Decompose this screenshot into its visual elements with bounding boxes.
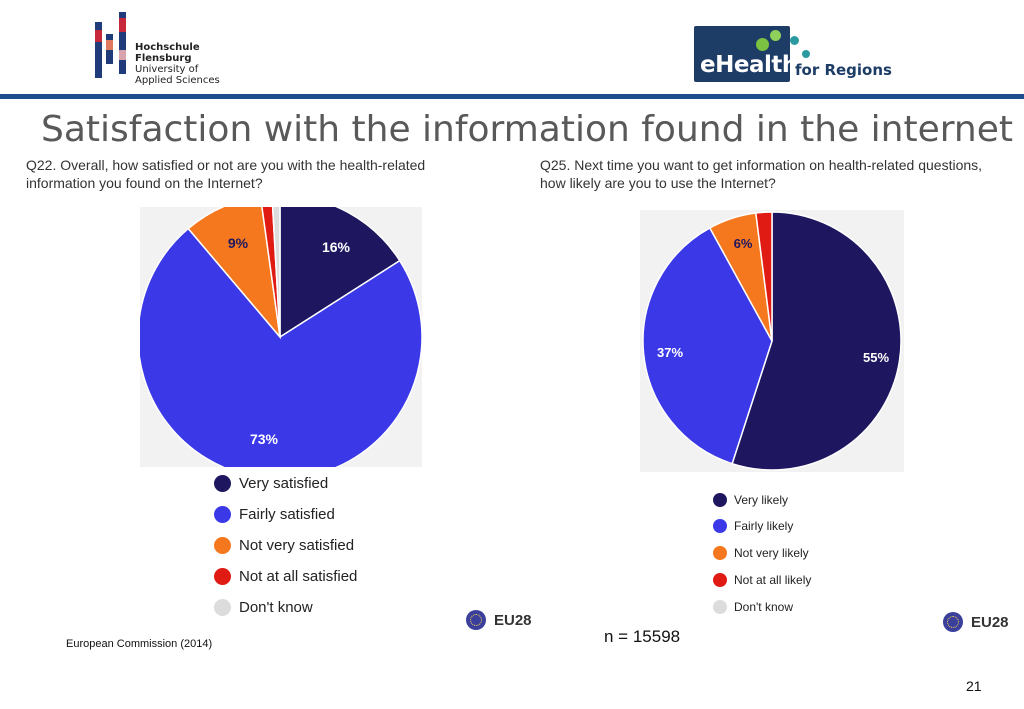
chart-2-question-line: Q25. Next time you want to get informati… <box>540 157 983 173</box>
page-number: 21 <box>966 678 982 694</box>
legend-label: Not very likely <box>734 546 809 560</box>
pie-slice-not-at-all-likely <box>754 211 773 342</box>
legend-item: Very satisfied <box>214 475 328 492</box>
chart-1-legend: Very satisfied Fairly satisfied Not very… <box>214 475 414 625</box>
legend-swatch <box>214 537 231 554</box>
chart-1-pie: 16% 73% 9% <box>140 207 422 467</box>
pie-slice-fairly-likely <box>642 226 773 465</box>
eu-flag-icon <box>466 610 486 630</box>
legend-item: Not at all satisfied <box>214 568 357 585</box>
legend-item: Fairly satisfied <box>214 506 335 523</box>
chart-2-question: Q25. Next time you want to get informati… <box>540 156 982 192</box>
university-logo-mark <box>95 12 126 78</box>
legend-swatch <box>713 493 727 507</box>
ehealth-logo-main: eHealth <box>700 52 798 78</box>
legend-item: Don't know <box>214 599 313 616</box>
pie-slice-very-likely <box>731 211 902 471</box>
legend-label: Fairly satisfied <box>239 506 335 523</box>
chart-2-legend: Very likely Fairly likely Not very likel… <box>713 493 913 623</box>
university-logo-text: Hochschule Flensburg University of Appli… <box>135 42 220 86</box>
pie-slice-fairly-satisfied <box>140 227 422 467</box>
eu-flag-icon <box>943 612 963 632</box>
pie-slice-not-at-all-satisfied <box>261 207 281 338</box>
ehealth-logo-sub: for Regions <box>795 61 892 79</box>
university-logo-line: Applied Sciences <box>135 75 220 86</box>
chart-1-question-line: Q22. Overall, how satisfied or not are y… <box>26 157 426 173</box>
source-citation: European Commission (2014) <box>66 638 213 650</box>
eu-badge-label: EU28 <box>494 611 532 629</box>
eu-badge-label: EU28 <box>971 613 1009 631</box>
pie-slice-not-very-satisfied <box>187 207 282 340</box>
legend-label: Very satisfied <box>239 475 329 492</box>
logo-dot-icon <box>756 38 769 51</box>
chart-1-eu-badge: EU28 <box>466 610 532 630</box>
pie-data-label: 6% <box>734 236 753 251</box>
legend-swatch <box>713 600 727 614</box>
legend-label: Not at all satisfied <box>239 568 358 585</box>
chart-2-eu-badge: EU28 <box>943 612 1009 632</box>
chart-1-question: Q22. Overall, how satisfied or not are y… <box>26 156 425 192</box>
logo-dot-icon <box>802 50 810 58</box>
legend-label: Very likely <box>734 493 789 507</box>
pie-data-label: 73% <box>250 431 279 447</box>
header-rule <box>0 94 1024 99</box>
university-logo-line: Flensburg <box>135 53 192 64</box>
legend-item: Don't know <box>713 600 793 614</box>
legend-label: Not at all likely <box>734 573 812 587</box>
pie-data-label: 9% <box>228 235 249 251</box>
legend-item: Not very likely <box>713 546 809 560</box>
legend-item: Very likely <box>713 493 788 507</box>
legend-swatch <box>214 568 231 585</box>
legend-label: Don't know <box>734 600 793 614</box>
chart-2-pie: 55% 37% 6% <box>642 211 902 471</box>
pie-slice-don-t-know <box>271 207 281 338</box>
university-logo-line: Hochschule <box>135 42 200 53</box>
legend-swatch <box>713 573 727 587</box>
chart-2-question-line: how likely are you to use the Internet? <box>540 175 776 191</box>
legend-label: Don't know <box>239 599 313 616</box>
pie-slice-very-satisfied <box>279 207 401 339</box>
pie-data-label: 55% <box>863 350 889 365</box>
chart-1-question-line: information you found on the Internet? <box>26 175 263 191</box>
logo-dot-icon <box>770 30 781 41</box>
pie-data-label: 16% <box>322 239 351 255</box>
legend-swatch <box>214 599 231 616</box>
legend-label: Fairly likely <box>734 519 794 533</box>
page-title: Satisfaction with the information found … <box>40 109 1014 150</box>
ehealth-logo: eHealth for Regions <box>694 24 894 84</box>
sample-size: n = 15598 <box>604 627 681 646</box>
legend-swatch <box>713 519 727 533</box>
legend-swatch <box>713 546 727 560</box>
pie-data-label: 37% <box>657 345 683 360</box>
legend-item: Not at all likely <box>713 573 811 587</box>
legend-swatch <box>214 475 231 492</box>
legend-item: Not very satisfied <box>214 537 354 554</box>
logo-dot-icon <box>790 36 799 45</box>
legend-label: Not very satisfied <box>239 537 355 554</box>
legend-swatch <box>214 506 231 523</box>
university-logo-line: University of <box>135 64 199 75</box>
legend-item: Fairly likely <box>713 519 793 533</box>
university-logo: Hochschule Flensburg University of Appli… <box>92 10 232 94</box>
